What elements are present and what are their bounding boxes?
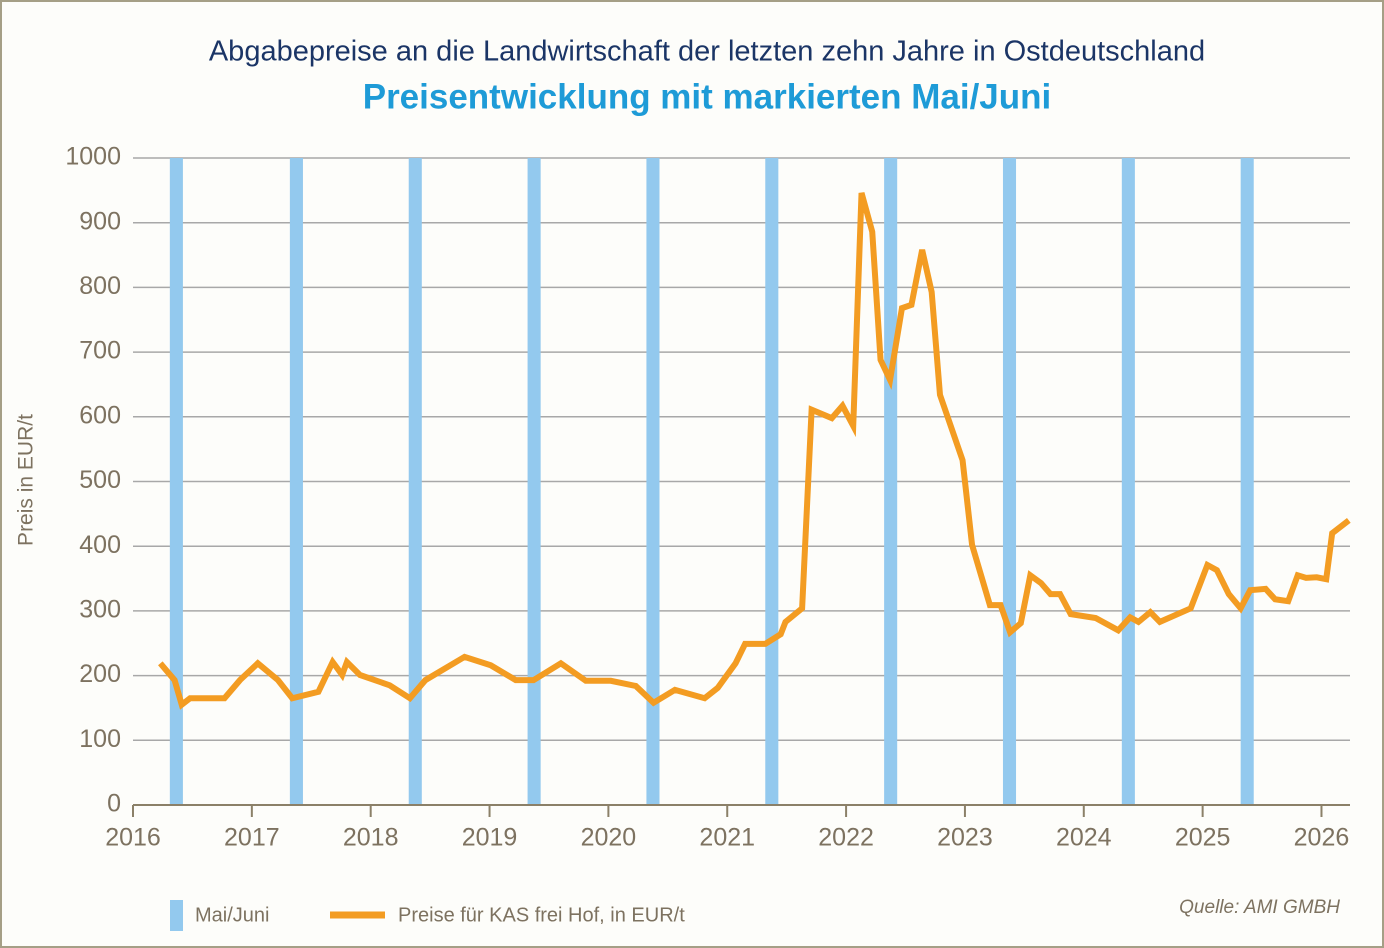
y-tick-label: 800 [79,272,121,300]
x-tick-label: 2023 [937,824,993,852]
x-tick-label: 2022 [818,824,874,852]
highlight-band [1121,158,1135,805]
y-tick-label: 200 [79,660,121,688]
source: Quelle: AMI GMBH [1179,897,1340,918]
x-tick-label: 2024 [1056,824,1112,852]
highlight-band [1240,158,1254,805]
highlight-band [527,158,541,805]
y-tick-label: 300 [79,596,121,624]
chart-subtitle: Preisentwicklung mit markierten Mai/Juni [363,77,1052,116]
x-tick-label: 2025 [1175,824,1231,852]
y-axis-label: Preis in EUR/t [15,414,38,546]
x-tick-label: 2026 [1294,824,1350,852]
y-tick-label: 1000 [65,143,121,171]
x-tick-label: 2016 [105,824,161,852]
highlight-band [1002,158,1017,805]
highlight-band [765,158,779,805]
highlight-band [169,158,183,805]
highlight-band [884,158,898,805]
chart-title: Abgabepreise an die Landwirtschaft der l… [209,36,1205,68]
x-tick-label: 2021 [699,824,755,852]
legend-label: Preise für KAS frei Hof, in EUR/t [398,904,685,926]
y-tick-label: 500 [79,466,121,494]
legend-label: Mai/Juni [195,904,269,926]
y-tick-label: 400 [79,531,121,559]
y-tick-label: 0 [107,790,121,818]
x-tick-label: 2017 [224,824,280,852]
x-tick-label: 2019 [462,824,518,852]
y-tick-label: 900 [79,207,121,235]
highlight-band [646,158,660,805]
legend-swatch [170,900,183,931]
y-tick-label: 600 [79,401,121,429]
highlight-band [408,158,422,805]
x-tick-label: 2018 [343,824,399,852]
y-tick-label: 100 [79,725,121,753]
highlight-band [289,158,303,805]
x-tick-label: 2020 [581,824,637,852]
y-tick-label: 700 [79,337,121,365]
price-line [158,192,1351,710]
